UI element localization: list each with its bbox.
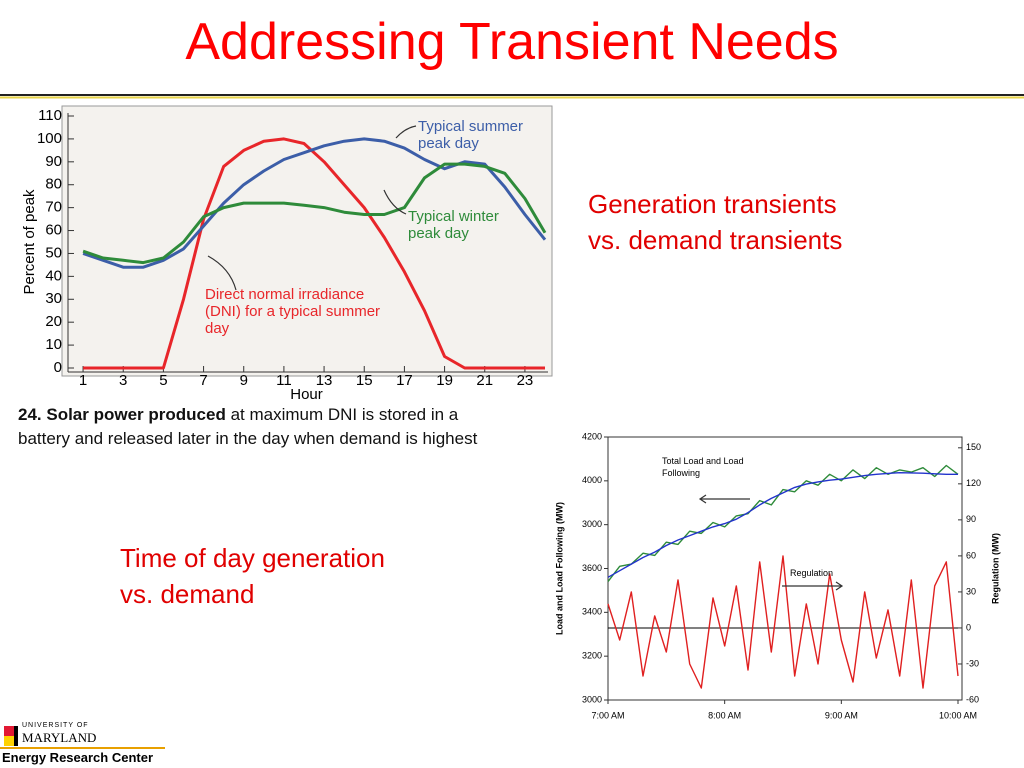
y2-tick-label: 90 <box>966 514 976 524</box>
x-tick-label: 15 <box>356 372 373 389</box>
y-tick-label: 10 <box>45 336 62 353</box>
x-tick-label: 7:00 AM <box>591 710 624 720</box>
y-tick-label: 0 <box>54 359 62 376</box>
y-tick-label: 4200 <box>582 431 602 441</box>
x-tick-label: 23 <box>517 372 534 389</box>
text-block: Time of day generation vs. demand <box>120 540 385 612</box>
y-tick-label: 3600 <box>582 563 602 573</box>
x-tick-label: 5 <box>159 372 167 389</box>
logo-shield <box>14 726 18 746</box>
annotation-arrow <box>698 494 750 504</box>
y-tick-label: 50 <box>45 244 62 261</box>
logo <box>0 726 165 749</box>
y-axis-label: Load and Load Following (MW) <box>554 502 564 635</box>
text-line: vs. demand <box>120 579 255 609</box>
caption-line: at maximum DNI is stored in a <box>230 405 459 424</box>
text-line: Time of day generation <box>120 543 385 573</box>
caption-line: battery and released later in the day wh… <box>18 429 478 448</box>
caption-bold: 24. Solar power produced <box>18 405 226 424</box>
y-tick-label: 70 <box>45 199 62 216</box>
x-tick-label: 8:00 AM <box>708 710 741 720</box>
y-tick-label: 90 <box>45 153 62 170</box>
y-tick-label: 110 <box>38 107 62 124</box>
logo-text: UNIVERSITY OF <box>22 722 89 729</box>
y-tick-label: 30 <box>45 290 62 307</box>
y-tick-label: 4000 <box>582 475 602 485</box>
y2-tick-label: -30 <box>966 658 979 668</box>
x-tick-label: 13 <box>316 372 333 389</box>
y2-tick-label: 150 <box>966 442 981 452</box>
series-label: Typical summer peak day <box>418 118 524 152</box>
series-line <box>83 137 545 370</box>
y-tick-label: 3200 <box>582 651 602 661</box>
logo-shield <box>4 736 14 746</box>
series-line <box>607 555 959 689</box>
series-label: Typical winter peak day <box>408 208 499 242</box>
x-tick-label: 9 <box>240 372 248 389</box>
x-axis-label: Hour <box>290 386 323 403</box>
series-label: Direct normal irradiance (DNI) for a typ… <box>205 286 381 337</box>
y-tick-label: 3400 <box>582 607 602 617</box>
annotation-pointer <box>207 255 237 291</box>
slide-title: Addressing Transient Needs <box>185 13 839 71</box>
series-label: Regulation <box>790 568 834 578</box>
y2-tick-label: 0 <box>966 622 971 632</box>
x-tick-label: 9:00 AM <box>825 710 858 720</box>
y-tick-label: 80 <box>45 176 62 193</box>
y-tick-label: 3000 <box>582 519 602 529</box>
x-tick-label: 21 <box>476 372 493 389</box>
y-axis-label: Percent of peak <box>21 189 38 295</box>
y-tick-label: 40 <box>45 267 62 284</box>
logo-text: Energy Research Center <box>2 750 154 765</box>
x-tick-label: 1 <box>79 372 87 389</box>
y2-axis-label: Regulation (MW) <box>990 533 1000 604</box>
y-tick-label: 3000 <box>582 694 602 704</box>
annotation: Total Load and Load Following <box>662 456 744 478</box>
text-line: Generation transients <box>588 189 837 219</box>
text-line: vs. demand transients <box>588 225 843 255</box>
x-tick-label: 17 <box>396 372 413 389</box>
series-line <box>82 137 547 269</box>
y-tick-label: 60 <box>45 222 62 239</box>
annotation-pointer <box>395 125 417 139</box>
y2-tick-label: 120 <box>966 478 981 488</box>
y-tick-label: 20 <box>45 313 62 330</box>
y2-tick-label: -60 <box>966 694 979 704</box>
caption: 24. Solar power produced at maximum DNI … <box>18 403 477 451</box>
x-tick-label: 3 <box>119 372 127 389</box>
x-tick-label: 11 <box>276 372 292 389</box>
x-tick-label: 10:00 AM <box>939 710 977 720</box>
logo-shield <box>4 726 14 736</box>
annotation-pointer <box>383 189 407 215</box>
x-tick-label: 7 <box>199 372 207 389</box>
series-line <box>82 162 547 265</box>
series-line <box>607 472 958 578</box>
annotation-arrow <box>782 581 844 591</box>
x-tick-label: 19 <box>436 372 453 389</box>
y2-tick-label: 60 <box>966 550 976 560</box>
y-tick-label: 100 <box>37 130 62 147</box>
y2-tick-label: 30 <box>966 586 976 596</box>
logo-text: MARYLAND <box>22 730 97 745</box>
text-block: Generation transients vs. demand transien… <box>588 186 842 258</box>
series-line <box>607 464 959 583</box>
